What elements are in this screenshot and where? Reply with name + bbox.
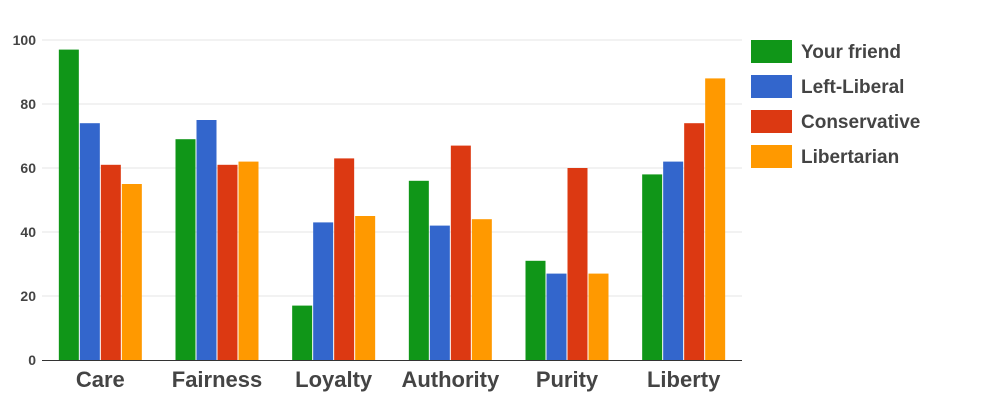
bar-care-conservative (100, 164, 121, 360)
legend-label: Libertarian (801, 147, 899, 168)
legend-swatch (751, 75, 792, 98)
bar-loyalty-your-friend (292, 305, 313, 360)
bar-liberty-libertarian (705, 78, 726, 361)
legend-label: Your friend (801, 42, 901, 63)
x-tick-label: Purity (536, 367, 599, 392)
y-tick-label: 0 (28, 352, 36, 368)
bar-purity-libertarian (588, 273, 609, 360)
bar-fairness-conservative (217, 164, 238, 360)
axes: 0 20 40 60 80 100 Care Fairness Loyalty Authority… (13, 32, 742, 392)
legend-label: Left-Liberal (801, 77, 904, 98)
bar-authority-left-liberal (429, 225, 450, 360)
y-tick-label: 100 (13, 32, 37, 48)
y-tick-label: 80 (20, 96, 36, 112)
bar-loyalty-libertarian (355, 216, 376, 360)
legend-label: Conservative (801, 112, 920, 133)
bar-loyalty-conservative (334, 158, 355, 360)
legend-swatch (751, 110, 792, 133)
bar-purity-your-friend (525, 260, 546, 360)
grid-lines (42, 39, 742, 297)
bar-care-libertarian (121, 184, 142, 360)
bar-purity-conservative (567, 168, 588, 360)
y-tick-label: 40 (20, 224, 36, 240)
bar-authority-libertarian (471, 219, 492, 360)
bar-fairness-libertarian (238, 161, 259, 360)
bar-authority-conservative (450, 145, 471, 360)
bars (58, 49, 726, 361)
x-tick-label: Authority (401, 367, 500, 392)
bar-liberty-left-liberal (663, 161, 684, 360)
x-tick-label: Loyalty (295, 367, 373, 392)
bar-care-left-liberal (79, 123, 100, 360)
legend-swatch (751, 145, 792, 168)
y-tick-label: 20 (20, 288, 36, 304)
bar-fairness-your-friend (175, 139, 196, 360)
bar-purity-left-liberal (546, 273, 567, 360)
x-tick-label: Care (76, 367, 125, 392)
bar-liberty-your-friend (642, 174, 663, 360)
bar-liberty-conservative (684, 123, 705, 360)
bar-authority-your-friend (408, 180, 429, 360)
legend: Your friend Left-Liberal Conservative Liber… (751, 40, 920, 168)
x-tick-label: Liberty (647, 367, 721, 392)
y-tick-label: 60 (20, 160, 36, 176)
bar-fairness-left-liberal (196, 120, 217, 360)
bar-loyalty-left-liberal (313, 222, 334, 360)
x-tick-label: Fairness (172, 367, 263, 392)
legend-swatch (751, 40, 792, 63)
bar-care-your-friend (58, 49, 79, 360)
